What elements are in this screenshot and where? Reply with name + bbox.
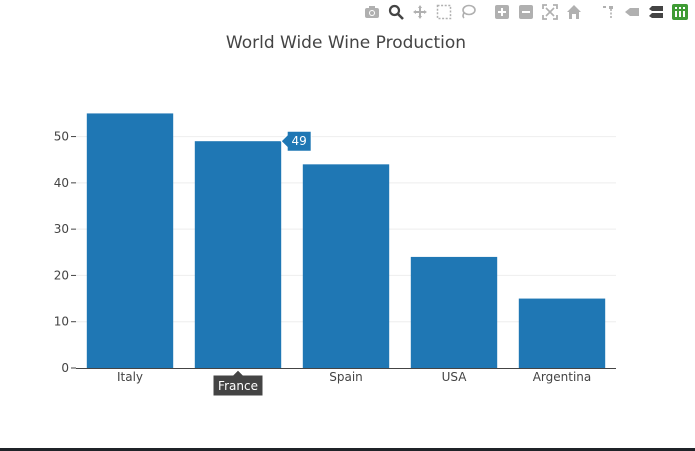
y-tick-label: 30 — [54, 222, 69, 236]
reset-axes-button[interactable] — [563, 2, 585, 22]
bar-usa[interactable] — [410, 256, 498, 368]
hover-value-text: 49 — [292, 134, 307, 148]
zoom-button[interactable] — [385, 2, 407, 22]
lasso-select-button[interactable] — [457, 2, 479, 22]
x-axis: Italy Spain USA Argentina — [76, 368, 616, 384]
zoom-out-icon — [519, 5, 533, 19]
hover-closest-button[interactable] — [621, 2, 643, 22]
box-select-icon — [436, 4, 452, 20]
y-tick-label: 50 — [54, 130, 69, 144]
camera-button[interactable] — [361, 2, 383, 22]
hover-compare-icon — [649, 6, 663, 18]
hover-value-box — [280, 130, 312, 152]
y-axis: 0 10 20 30 40 50 — [54, 130, 76, 375]
x-tick-label: Spain — [329, 370, 363, 384]
plotly-logo-button[interactable] — [669, 2, 691, 22]
zoom-in-button[interactable] — [491, 2, 513, 22]
y-tick-label: 40 — [54, 176, 69, 190]
modebar — [361, 2, 691, 22]
chart-title: World Wide Wine Production — [226, 33, 466, 53]
bar-argentina[interactable] — [518, 298, 606, 368]
zoom-out-button[interactable] — [515, 2, 537, 22]
bar-italy[interactable] — [86, 113, 174, 368]
reset-axes-icon — [567, 5, 581, 19]
zoom-icon — [388, 4, 404, 20]
hover-closest-icon — [625, 8, 639, 16]
bar-spain[interactable] — [302, 164, 390, 368]
y-tick-label: 20 — [54, 268, 69, 282]
bottom-bar — [0, 448, 695, 451]
x-tick-label: USA — [442, 370, 468, 384]
spike-lines-button[interactable] — [597, 2, 619, 22]
camera-icon — [365, 6, 379, 18]
spike-lines-icon — [603, 6, 613, 19]
hover-value-label: 49 — [280, 130, 312, 152]
y-tick-label: 0 — [61, 361, 69, 375]
bar-france[interactable] — [194, 141, 282, 368]
autoscale-icon — [542, 4, 558, 20]
x-tick-label: Italy — [117, 370, 143, 384]
hover-x-label: France — [212, 369, 264, 397]
y-tick-label: 10 — [54, 315, 69, 329]
x-tick-label: Argentina — [533, 370, 592, 384]
hover-compare-button[interactable] — [645, 2, 667, 22]
hover-layer: 49 France — [212, 130, 312, 397]
box-select-button[interactable] — [433, 2, 455, 22]
hover-x-box — [212, 369, 264, 397]
pan-button[interactable] — [409, 2, 431, 22]
bars — [86, 113, 606, 368]
hover-x-text: France — [218, 379, 258, 393]
zoom-in-icon — [495, 5, 509, 19]
lasso-select-icon — [462, 4, 476, 19]
pan-icon — [413, 5, 427, 19]
autoscale-button[interactable] — [539, 2, 561, 22]
plotly-logo-icon — [672, 4, 688, 20]
